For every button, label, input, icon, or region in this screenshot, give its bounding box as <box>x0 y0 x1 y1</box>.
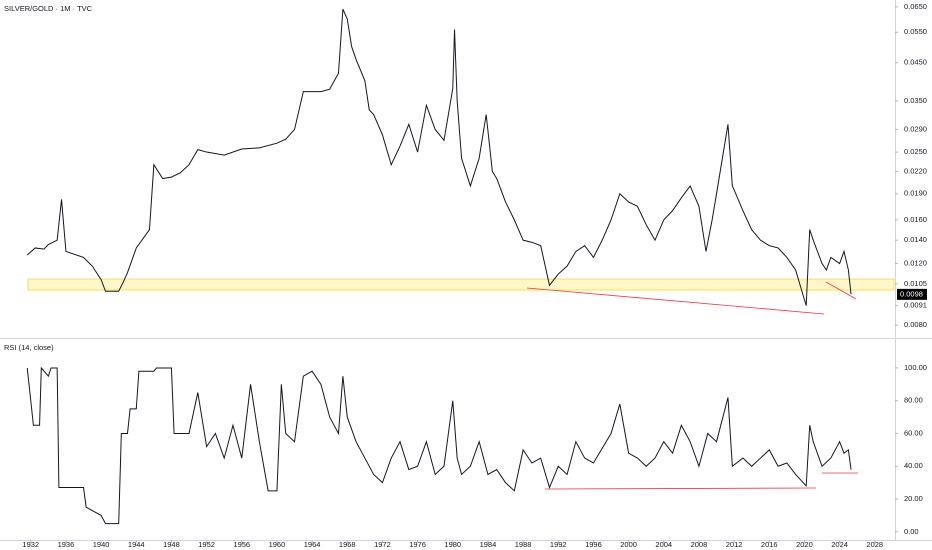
trendline <box>825 281 857 300</box>
x-tick-label: 2016 <box>761 540 778 549</box>
x-tick-label: 1972 <box>374 540 391 549</box>
y-tick-label: 0.0350 <box>904 96 927 105</box>
y-tick-label: 0.0450 <box>904 58 927 67</box>
x-tick-label: 1988 <box>515 540 532 549</box>
x-tick-label: 1980 <box>444 540 461 549</box>
x-tick-label: 1948 <box>163 540 180 549</box>
y-tick-label: 0.0650 <box>904 2 927 11</box>
x-tick-label: 1940 <box>93 540 110 549</box>
y-tick-label: 0.0080 <box>904 320 927 329</box>
x-tick-label: 1976 <box>409 540 426 549</box>
x-tick-label: 2024 <box>831 540 848 549</box>
x-tick-label: 1960 <box>269 540 286 549</box>
support-zone <box>27 278 895 291</box>
x-tick-label: 1944 <box>128 540 145 549</box>
y-tick-label: 100.00 <box>904 363 927 372</box>
y-tick-label: 0.0160 <box>904 215 927 224</box>
y-tick-label: 0.0220 <box>904 166 927 175</box>
y-tick-label: 0.0120 <box>904 259 927 268</box>
x-tick-label: 2028 <box>866 540 883 549</box>
y-tick-label: 0.0550 <box>904 27 927 36</box>
chart-title: SILVER/GOLD · 1M · TVC <box>4 4 93 13</box>
last-price-label: 0.0098 <box>900 289 923 298</box>
x-tick-label: 1984 <box>480 540 497 549</box>
x-tick-label: 2020 <box>796 540 813 549</box>
y-tick-label: 0.0250 <box>904 147 927 156</box>
x-tick-label: 2004 <box>655 540 672 549</box>
rsi-trendline <box>544 487 817 490</box>
price-line <box>26 366 852 525</box>
y-tick-label: 0.0190 <box>904 189 927 198</box>
price-line <box>26 9 852 306</box>
x-tick-label: 1936 <box>58 540 75 549</box>
y-tick-label: 80.00 <box>904 396 923 405</box>
x-tick-label: 1952 <box>198 540 215 549</box>
y-tick-label: 0.0091 <box>904 301 927 310</box>
rsi-title: RSI (14, close) <box>4 343 54 352</box>
x-tick-label: 1992 <box>550 540 567 549</box>
y-tick-label: 0.0105 <box>904 279 927 288</box>
y-tick-label: 0.0140 <box>904 235 927 244</box>
y-tick-label: 60.00 <box>904 428 923 437</box>
y-tick-label: 20.00 <box>904 494 923 503</box>
last-price-box <box>897 288 927 300</box>
x-tick-label: 1956 <box>233 540 250 549</box>
trendline <box>526 287 825 315</box>
y-tick-label: 0.0290 <box>904 124 927 133</box>
x-tick-label: 1964 <box>304 540 321 549</box>
x-tick-label: 1996 <box>585 540 602 549</box>
x-tick-label: 2008 <box>691 540 708 549</box>
y-tick-label: 40.00 <box>904 461 923 470</box>
y-tick-label: 0.00 <box>904 527 919 536</box>
x-tick-label: 1968 <box>339 540 356 549</box>
x-tick-label: 1932 <box>22 540 39 549</box>
x-tick-label: 2000 <box>620 540 637 549</box>
x-tick-label: 2012 <box>726 540 743 549</box>
